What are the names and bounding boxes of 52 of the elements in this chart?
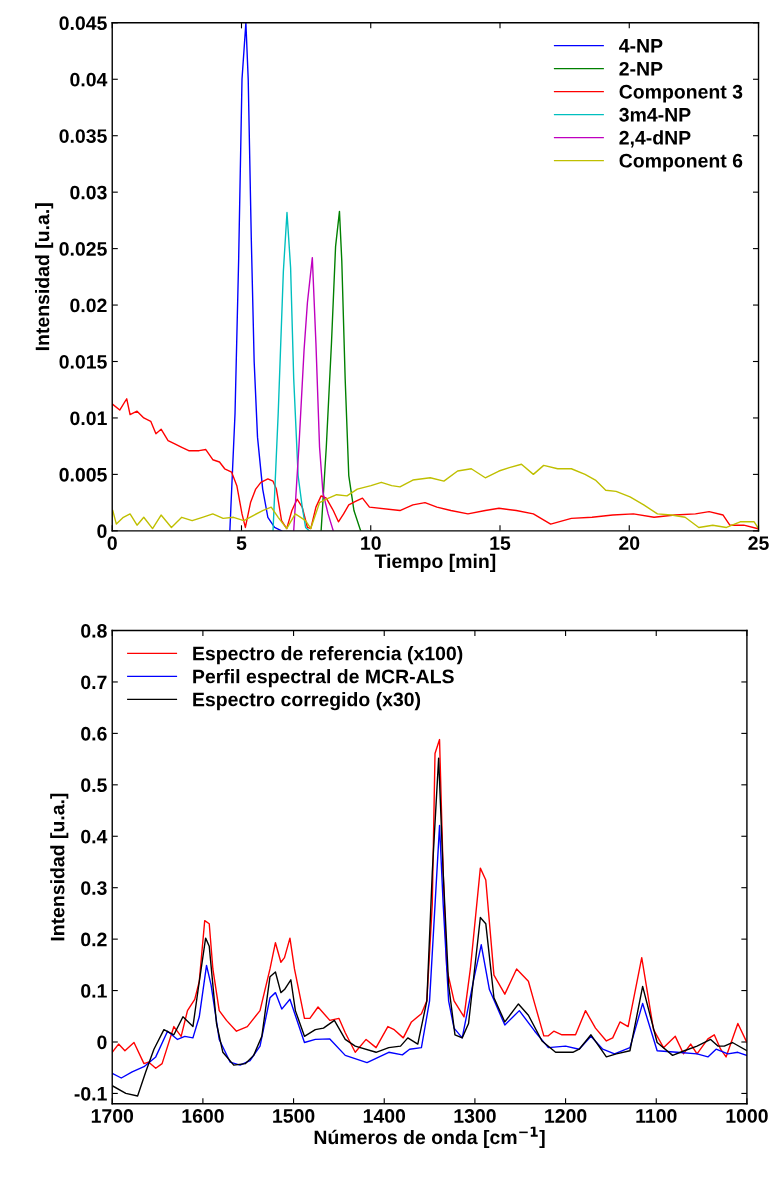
y-tick-label: 0.3	[81, 881, 107, 895]
line-series	[320, 210, 362, 531]
y-tick-label: 0.2	[81, 932, 107, 947]
y-tick-label: 0.035	[59, 129, 107, 143]
y-tick-label: 0.02	[70, 298, 107, 313]
x-tick-label: 1200	[545, 1109, 587, 1123]
legend-label: 2-NP	[619, 61, 663, 76]
x-axis-title: Números de onda [cm$^{−1}$]	[314, 1126, 545, 1149]
legend-label: Espectro corregido (x30)	[193, 692, 421, 711]
legend-label: Perfil espectral de MCR-ALS	[193, 669, 454, 688]
x-tick-label: 1300	[454, 1109, 496, 1123]
y-tick-label: 0.6	[81, 726, 107, 741]
y-tick-label: 0.045	[59, 16, 107, 31]
legend-label: 3m4-NP	[619, 107, 691, 122]
legend-label: 2,4-dNP	[619, 130, 691, 148]
x-tick-label: 1600	[182, 1109, 224, 1123]
y-axis-title: Intensidad [u.a.]	[50, 793, 69, 941]
x-tick-label: 1100	[636, 1109, 677, 1123]
y-tick-label: 0	[97, 1035, 107, 1050]
x-tick-label: 1000	[726, 1109, 768, 1123]
y-tick-label: 0.1	[81, 984, 107, 998]
x-tick-label: 1500	[273, 1109, 315, 1123]
x-tick-label: 15	[490, 536, 511, 550]
legend-label: Component 6	[619, 153, 743, 172]
x-tick-label: 0	[107, 536, 117, 550]
y-axis-title: Intensidad [u.a.]	[35, 203, 54, 351]
y-tick-label: 0.5	[81, 778, 107, 793]
y-tick-label: 0.04	[70, 72, 108, 87]
y-tick-label: 0.01	[70, 411, 107, 426]
x-tick-label: 25	[748, 536, 769, 550]
x-tick-label: 10	[361, 536, 381, 550]
line-series	[293, 256, 334, 531]
y-tick-label: 0.4	[81, 829, 108, 844]
y-tick-label: -0.1	[74, 1086, 107, 1101]
x-tick-label: 20	[619, 536, 640, 550]
legend-label: 4-NP	[619, 39, 663, 53]
x-axis-title: Tiempo [min]	[374, 553, 496, 572]
legend-label: Espectro de referencia (x100)	[193, 646, 463, 665]
y-tick-label: 0.025	[59, 242, 107, 256]
y-tick-label: 0.005	[59, 467, 107, 482]
line-series	[229, 22, 283, 531]
y-tick-label: 0	[97, 524, 107, 539]
y-tick-label: 0.8	[81, 623, 107, 638]
line-series	[272, 211, 310, 531]
x-tick-label: 5	[236, 536, 247, 550]
x-tick-label: 1700	[91, 1109, 134, 1123]
y-tick-label: 0.015	[59, 354, 107, 369]
line-series	[112, 824, 747, 1079]
y-tick-label: 0.03	[70, 185, 107, 200]
y-tick-label: 0.7	[81, 675, 107, 690]
x-tick-label: 1400	[363, 1109, 406, 1123]
legend-label: Component 3	[619, 84, 743, 103]
